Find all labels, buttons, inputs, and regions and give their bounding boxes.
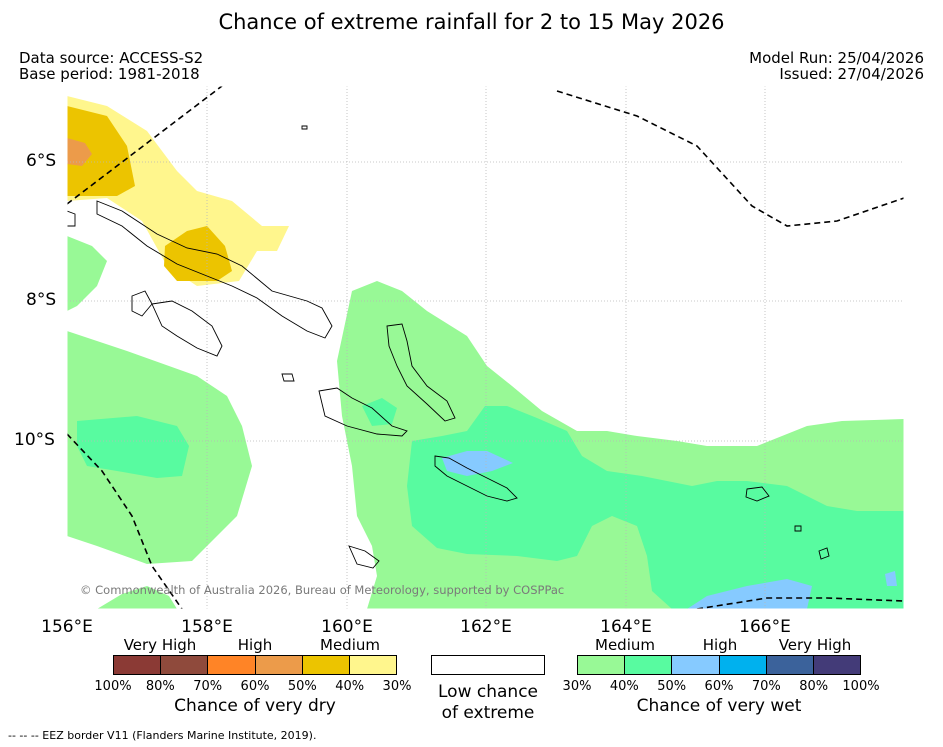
meta-right: Model Run: 25/04/2026 Issued: 27/04/2026 xyxy=(749,50,924,82)
wet-swatch-2 xyxy=(672,656,720,674)
dry-swatch-2 xyxy=(208,656,256,674)
small-island-2 xyxy=(794,525,802,532)
malaita-island xyxy=(348,545,380,569)
dry-swatch-3 xyxy=(255,656,303,674)
map-title: Chance of extreme rainfall for 2 to 15 M… xyxy=(218,10,725,34)
wet-tick-5: 80% xyxy=(799,679,829,694)
dry-medium-high-region xyxy=(67,106,135,196)
lon-label-160e: 160°E xyxy=(321,617,373,637)
lon-label-164e: 164°E xyxy=(600,617,652,637)
low-chance-line2: of extreme xyxy=(441,703,535,723)
small-island-1 xyxy=(818,547,830,560)
wet-tick-2: 50% xyxy=(657,679,687,694)
lon-label-156e: 156°E xyxy=(41,617,93,637)
eez-borders xyxy=(67,86,904,609)
lat-label-6s: 6°S xyxy=(26,151,57,171)
graticule xyxy=(67,86,904,609)
dry-tick-5: 40% xyxy=(335,679,365,694)
wet-high-region-3 xyxy=(885,571,897,586)
wet-legend-bar xyxy=(577,655,861,675)
makira-island xyxy=(434,455,518,502)
dry-swatch-5 xyxy=(349,656,397,674)
meta-left: Data source: ACCESS-S2 Base period: 1981… xyxy=(19,50,203,82)
copyright-credit: © Commonwealth of Australia 2026, Bureau… xyxy=(80,583,565,597)
dry-high-region xyxy=(67,138,92,166)
wet-swatch-5 xyxy=(813,656,861,674)
dry-swatch-4 xyxy=(302,656,350,674)
wet-swatch-0 xyxy=(578,656,626,674)
lon-label-162e: 162°E xyxy=(460,617,512,637)
wet-swatch-4 xyxy=(766,656,814,674)
wet-tick-0: 30% xyxy=(562,679,592,694)
wet-tick-3: 60% xyxy=(704,679,734,694)
small-island-4 xyxy=(301,125,308,130)
lat-label-10s: 10°S xyxy=(14,430,55,450)
data-source: Data source: ACCESS-S2 xyxy=(19,49,204,67)
guadalcanal-island xyxy=(318,387,408,437)
eez-border-northwest xyxy=(67,86,223,205)
wet-cat-medium: Medium xyxy=(595,636,655,654)
choiseul-island xyxy=(131,290,153,317)
wet-tick-4: 70% xyxy=(751,679,781,694)
wet-medium-high-southwest xyxy=(77,416,189,478)
dry-cat-very-high: Very High xyxy=(123,636,197,654)
wet-cat-high: High xyxy=(702,636,738,654)
wet-high-region-2 xyxy=(687,579,812,609)
eez-footnote: -- -- -- EEZ border V11 (Flanders Marine… xyxy=(8,729,317,742)
dry-legend-title: Chance of very dry xyxy=(174,696,336,716)
coastlines xyxy=(67,125,830,569)
rainfall-map[interactable] xyxy=(67,86,904,609)
dry-tick-row: 100% 80% 70% 60% 50% 40% 30% xyxy=(94,679,411,695)
dry-tick-1: 80% xyxy=(145,679,175,694)
dry-cat-medium: Medium xyxy=(320,636,380,654)
lon-label-166e: 166°E xyxy=(739,617,791,637)
small-island-5 xyxy=(67,210,76,227)
small-island-3 xyxy=(281,373,295,382)
santa-isabel-island xyxy=(386,323,456,422)
wet-medium-low-southwest xyxy=(97,586,177,609)
eez-border-northeast xyxy=(556,90,904,227)
dry-tick-6: 30% xyxy=(382,679,412,694)
dry-medium-high-region-2 xyxy=(164,226,232,281)
eez-border-south xyxy=(696,597,904,609)
dry-tick-4: 50% xyxy=(287,679,317,694)
wet-legend-title: Chance of very wet xyxy=(636,696,802,716)
wet-tick-6: 100% xyxy=(842,679,880,694)
wet-tick-1: 40% xyxy=(609,679,639,694)
rennell-island xyxy=(745,486,770,502)
wet-medium-west xyxy=(67,236,107,311)
wet-cat-very-high: Very High xyxy=(778,636,852,654)
issued-date: Issued: 27/04/2026 xyxy=(779,65,924,83)
dry-tick-2: 70% xyxy=(193,679,223,694)
wet-swatch-1 xyxy=(625,656,673,674)
wet-tick-row: 30% 40% 50% 60% 70% 80% 100% xyxy=(563,679,880,695)
dry-legend-bar xyxy=(113,655,397,675)
low-chance-swatch xyxy=(431,655,545,675)
dry-swatch-0 xyxy=(114,656,162,674)
low-chance-line1: Low chance xyxy=(438,682,538,702)
model-run: Model Run: 25/04/2026 xyxy=(749,49,924,67)
eez-border-southwest xyxy=(67,433,183,609)
dry-cat-high: High xyxy=(237,636,273,654)
low-chance-title: Low chance of extreme xyxy=(421,682,555,724)
base-period: Base period: 1981-2018 xyxy=(19,65,200,83)
wet-medium-high-small xyxy=(362,398,397,426)
bougainville-island xyxy=(96,200,333,339)
wet-high-region-1 xyxy=(442,451,513,476)
lat-label-8s: 8°S xyxy=(26,290,57,310)
dry-swatch-1 xyxy=(161,656,209,674)
new-georgia-island xyxy=(151,300,223,357)
lon-label-158e: 158°E xyxy=(181,617,233,637)
wet-medium-high-east xyxy=(407,406,904,609)
wet-swatch-3 xyxy=(719,656,767,674)
dry-tick-0: 100% xyxy=(94,679,132,694)
dry-tick-3: 60% xyxy=(240,679,270,694)
